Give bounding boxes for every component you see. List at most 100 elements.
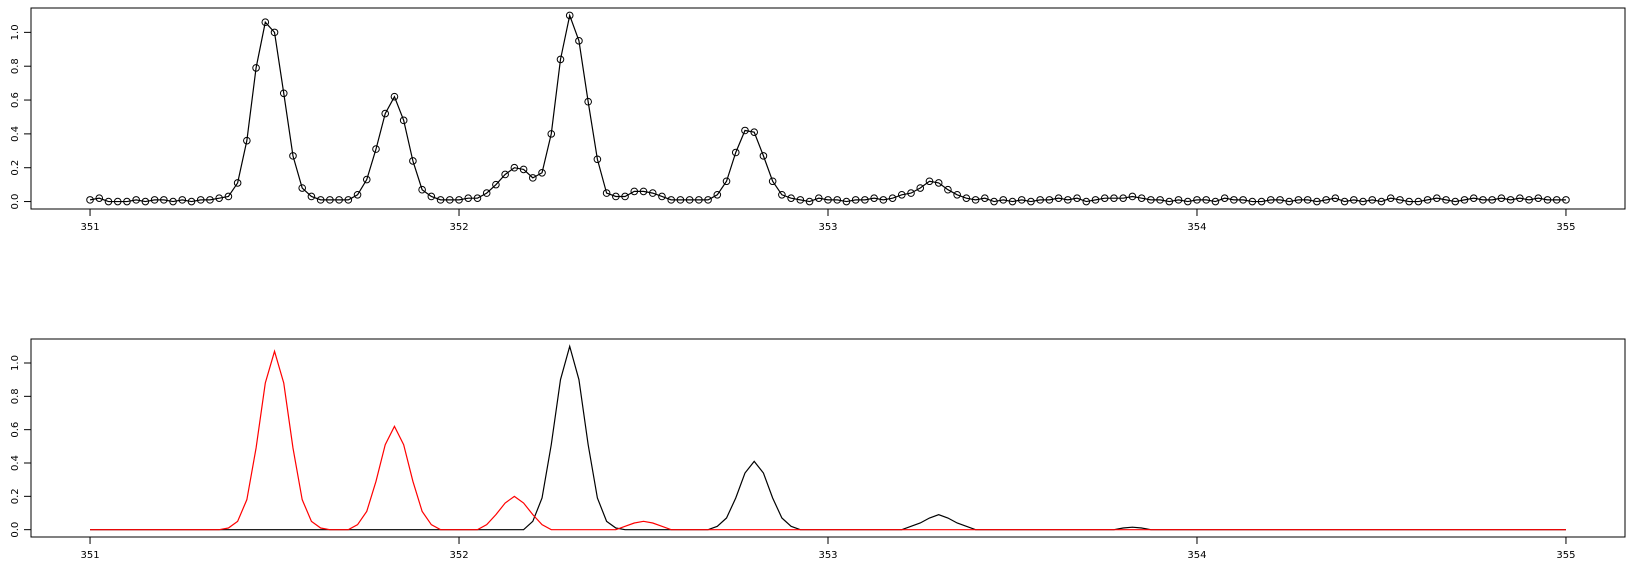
data-point [95, 194, 104, 202]
data-point [1414, 197, 1423, 206]
y-tick-label: 0.4 [10, 126, 21, 142]
plot-box [30, 338, 1626, 538]
data-point [787, 194, 795, 202]
data-point [1396, 196, 1404, 204]
data-point [556, 55, 565, 64]
data-point [178, 196, 187, 204]
data-point [132, 196, 140, 204]
data-point [1193, 196, 1201, 204]
data-point [243, 136, 251, 145]
y-tick-label: 0.0 [10, 194, 21, 210]
data-point [501, 170, 509, 179]
data-point [86, 196, 94, 204]
data-point [1147, 196, 1155, 204]
data-point [750, 128, 759, 136]
data-point [538, 168, 546, 177]
data-point [316, 196, 325, 204]
data-point [1488, 196, 1496, 204]
data-point [344, 196, 353, 204]
data-point [1423, 196, 1432, 204]
data-point [224, 192, 233, 201]
data-point [1036, 196, 1044, 204]
data-point [436, 196, 445, 204]
data-point [1386, 194, 1395, 202]
data-point [196, 196, 205, 204]
data-point [206, 196, 214, 204]
data-point [399, 116, 408, 125]
data-point [1469, 194, 1478, 202]
data-point [289, 152, 297, 160]
data-point [1054, 194, 1063, 202]
data-point [648, 189, 657, 197]
data-point [1525, 196, 1533, 204]
data-point [612, 192, 620, 201]
y-tick-label: 0.6 [10, 92, 21, 108]
data-point [233, 179, 242, 187]
data-point [1266, 196, 1275, 204]
y-tick-label: 0.8 [10, 58, 21, 74]
data-point [916, 184, 925, 192]
y-tick-label: 0.0 [10, 522, 21, 538]
data-point [335, 196, 343, 204]
data-point [1322, 196, 1330, 204]
data-point [1534, 194, 1543, 202]
data-point [1064, 196, 1072, 204]
data-point [1100, 194, 1109, 202]
data-point [519, 165, 528, 174]
data-point [658, 192, 666, 201]
data-point [676, 196, 685, 204]
data-point [1294, 196, 1303, 204]
data-point [169, 197, 177, 206]
data-point [1091, 196, 1100, 204]
data-point [953, 190, 961, 199]
data-point [1119, 194, 1127, 202]
data-point [307, 192, 316, 201]
data-point [298, 184, 307, 192]
data-point [842, 197, 851, 206]
data-point [1303, 196, 1312, 204]
data-point [261, 18, 270, 27]
data-point [741, 126, 749, 135]
x-tick-label: 351 [80, 550, 99, 561]
y-tick-label: 0.2 [10, 160, 21, 176]
data-point [759, 152, 768, 160]
data-point [814, 194, 823, 202]
data-point [630, 187, 639, 196]
data-point [270, 28, 279, 37]
data-point [326, 196, 334, 204]
data-point [353, 190, 362, 199]
data-point [547, 130, 556, 138]
series-line [89, 13, 1566, 203]
x-tick-label: 351 [80, 222, 99, 233]
data-point [897, 190, 906, 199]
data-point [990, 197, 998, 206]
data-point [1128, 192, 1137, 201]
data-point [768, 177, 777, 186]
x-tick-label: 355 [1556, 222, 1575, 233]
x-tick-label: 355 [1556, 550, 1575, 561]
x-tick-label: 354 [1187, 550, 1206, 561]
data-point [621, 192, 629, 201]
data-point [722, 177, 731, 186]
data-point [944, 185, 952, 194]
data-point [1257, 197, 1266, 206]
data-point [778, 190, 786, 199]
y-tick-label: 0.4 [10, 455, 21, 471]
data-point [1497, 194, 1506, 202]
data-point [529, 174, 537, 182]
data-point [1174, 196, 1183, 204]
data-point [639, 187, 648, 196]
data-point [1405, 197, 1413, 206]
data-point [1110, 194, 1118, 202]
data-point [907, 189, 915, 197]
data-point [1202, 196, 1211, 204]
y-tick-label: 1.0 [10, 355, 21, 371]
data-point [833, 196, 842, 204]
data-point [1008, 197, 1017, 206]
data-point [1220, 194, 1229, 202]
data-point [427, 192, 436, 201]
data-point [1276, 196, 1284, 204]
data-point [492, 180, 500, 189]
data-point [962, 194, 971, 202]
data-point [1137, 194, 1146, 202]
